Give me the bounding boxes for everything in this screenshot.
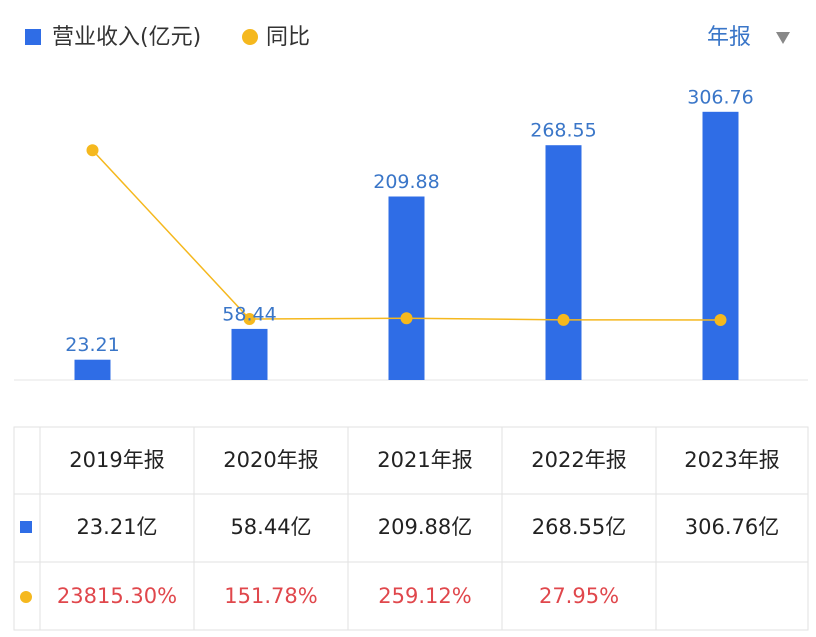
period-dropdown[interactable]: 年报 — [707, 25, 790, 50]
table-cell: 151.78% — [224, 584, 317, 608]
table-cell: 23.21亿 — [76, 515, 157, 539]
bar — [74, 359, 111, 380]
table-cell: 23815.30% — [57, 584, 177, 608]
table-header: 2020年报 — [223, 448, 318, 472]
line-point — [400, 312, 413, 325]
table-header: 2021年报 — [377, 448, 472, 472]
data-label: 268.55 — [530, 120, 596, 142]
legend-label: 同比 — [266, 25, 310, 50]
legend-swatch — [25, 29, 41, 45]
line-point — [714, 313, 727, 326]
table-cell: 209.88亿 — [378, 515, 472, 539]
dropdown-arrow[interactable] — [776, 32, 790, 44]
table-border — [13, 426, 809, 631]
line-point — [243, 313, 256, 326]
bar — [231, 328, 268, 380]
bar — [545, 145, 582, 380]
legend-swatch — [242, 29, 258, 45]
line-point — [557, 313, 570, 326]
bar — [388, 196, 425, 380]
line-point — [86, 144, 99, 157]
table-header: 2022年报 — [531, 448, 626, 472]
table-cell: 259.12% — [378, 584, 471, 608]
row-marker — [20, 591, 32, 603]
table-header: 2019年报 — [69, 448, 164, 472]
table-cell: 268.55亿 — [532, 515, 626, 539]
table-cell: 27.95% — [539, 584, 619, 608]
dropdown-label[interactable]: 年报 — [707, 25, 751, 50]
legend-label: 营业收入(亿元) — [52, 25, 201, 50]
table — [13, 426, 809, 631]
table-header: 2023年报 — [684, 448, 779, 472]
bar — [702, 111, 739, 381]
data-label: 58.44 — [222, 303, 276, 325]
data-label: 306.76 — [687, 86, 753, 108]
data-label: 23.21 — [65, 334, 119, 356]
table-cell: 58.44亿 — [230, 515, 311, 539]
row-marker — [20, 521, 32, 533]
table-cell: 306.76亿 — [685, 515, 779, 539]
data-label: 209.88 — [373, 171, 439, 193]
